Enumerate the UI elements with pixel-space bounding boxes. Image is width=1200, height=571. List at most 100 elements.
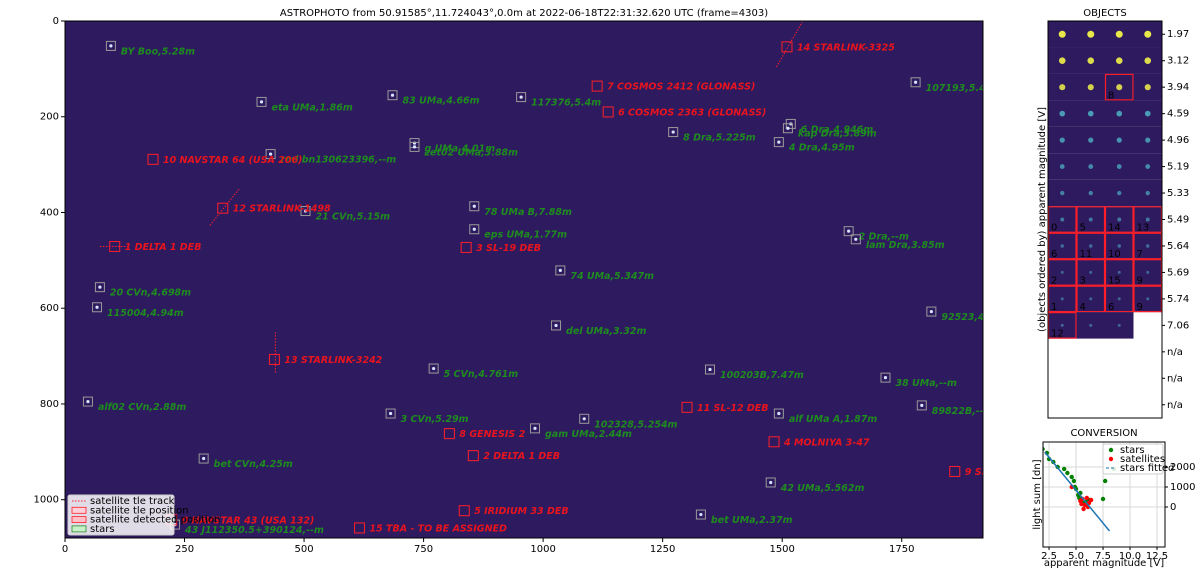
- star-dot: [883, 376, 888, 380]
- star-box: [579, 413, 590, 424]
- satellite-box: [147, 153, 159, 165]
- object-dot: [1089, 323, 1093, 327]
- object-dot: [1088, 190, 1093, 196]
- legend-glyph: [1108, 447, 1114, 453]
- satellite-point: [1088, 497, 1094, 503]
- objects-panel: OBJECTS (objects ordered by) apparent mag…: [1037, 8, 1189, 419]
- object-dot: [1059, 137, 1065, 143]
- legend-glyph: [71, 506, 87, 514]
- object-dot: [1060, 244, 1064, 248]
- star-box: [704, 364, 715, 375]
- y-tick-label: 0: [53, 16, 59, 27]
- y-tick-label: 200: [40, 112, 59, 123]
- object-dot: [1117, 190, 1122, 196]
- object-dot: [1089, 270, 1093, 274]
- star-box: [529, 423, 540, 434]
- object-satellite-label: 12: [1051, 329, 1064, 340]
- objects-ylabel: (objects ordered by) apparent magnitude …: [1037, 107, 1048, 332]
- star-dot: [86, 399, 90, 404]
- satellite-point: [1084, 495, 1090, 501]
- star-label: 74 UMa,5.347m: [570, 271, 654, 282]
- star-dot: [202, 456, 206, 461]
- object-dot: [1087, 57, 1095, 64]
- object-satellite-box: [1076, 285, 1106, 313]
- object-magnitude: n/a: [1167, 347, 1183, 358]
- star-dot: [777, 411, 781, 416]
- star-box: [105, 40, 116, 51]
- object-dot: [1146, 244, 1150, 248]
- star-dot: [303, 209, 308, 213]
- object-satellite-box: [1076, 232, 1106, 260]
- star-label: zet02 UMa,3.88m: [424, 147, 519, 158]
- star-point: [1071, 478, 1077, 484]
- star-point: [1065, 470, 1070, 476]
- object-magnitude: 5.69: [1167, 267, 1189, 278]
- x-tick-label: 2.5: [1041, 551, 1057, 562]
- y-tick-label: 400: [40, 207, 59, 218]
- object-magnitude: 1.97: [1167, 29, 1189, 40]
- satellite-label: 15 TBA - TO BE ASSIGNED: [370, 523, 508, 534]
- legend-label: satellites: [1120, 454, 1165, 465]
- object-dot: [1146, 270, 1150, 274]
- x-tick-label: 1000: [530, 544, 555, 555]
- star-label: 100203B,7.47m: [720, 370, 804, 381]
- star-dot: [847, 229, 851, 233]
- object-dot: [1145, 190, 1150, 196]
- satellite-label: 14 STARLINK-3325: [797, 42, 895, 53]
- legend-glyph: [1108, 456, 1114, 462]
- object-dot: [1116, 164, 1122, 169]
- star-dot: [558, 268, 562, 273]
- star-box: [82, 396, 93, 407]
- star-label: del UMa,3.32m: [566, 326, 646, 337]
- star-label: 117376,5.4m: [531, 98, 601, 109]
- object-dot: [1146, 297, 1150, 301]
- satellite-label: 1 DELTA 1 DEB: [125, 242, 202, 253]
- object-dot: [1116, 110, 1123, 117]
- star-box: [265, 149, 276, 160]
- object-satellite-label: 1: [1051, 302, 1057, 313]
- x-tick-label: 750: [414, 544, 433, 555]
- chart-title: ASTROPHOTO from 50.91585°,11.724043°,0.0…: [280, 8, 768, 19]
- star-label: 107193,5.46: [926, 83, 993, 94]
- star-label: 78 UMa B,7.88m: [484, 207, 572, 218]
- object-satellite-label: 0: [1051, 223, 1057, 234]
- star-dot: [854, 237, 858, 241]
- object-satellite-label: 15: [1108, 276, 1121, 287]
- star-label: 43 J112350.5+390124,--m: [184, 525, 324, 536]
- star-dot: [98, 285, 102, 289]
- star-box: [880, 372, 891, 383]
- object-satellite-box: [1104, 285, 1134, 313]
- object-dot: [1087, 84, 1094, 91]
- star-label: lam Dra,3.85m: [866, 240, 945, 251]
- star-box: [198, 453, 209, 464]
- star-dot: [268, 152, 273, 156]
- object-dot: [1059, 164, 1065, 169]
- x-tick-label: 5.0: [1068, 551, 1084, 562]
- satellite-point: [1081, 506, 1086, 512]
- star-box: [782, 123, 793, 134]
- satellite-box: [467, 450, 479, 462]
- legend-label: satellite tle position: [90, 505, 189, 516]
- star-dot: [769, 480, 773, 485]
- object-dot: [1145, 137, 1151, 143]
- star-dot: [929, 309, 933, 314]
- star-box: [300, 206, 311, 217]
- star-dot: [582, 417, 586, 421]
- object-dot: [1087, 110, 1094, 117]
- star-label: 3 CVn,5.29m: [401, 414, 469, 425]
- star-box: [926, 306, 937, 317]
- object-dot: [1145, 164, 1151, 169]
- frame: [64, 20, 984, 539]
- star-label: 2 Dra,--m: [859, 232, 909, 243]
- plot-area: [1043, 446, 1117, 532]
- legend-box: [67, 494, 175, 536]
- y-tick-label: 1000: [34, 495, 59, 506]
- object-satellite-label: 6: [1108, 302, 1114, 313]
- satellite-label: 11 SL-12 DEB: [697, 403, 769, 414]
- star-box: [469, 224, 480, 235]
- satellite-box: [354, 522, 366, 534]
- legend-label: satellite tle track: [90, 496, 175, 507]
- object-dot: [1088, 217, 1093, 222]
- x-axis-label: apparent magnitude [V]: [1044, 558, 1164, 569]
